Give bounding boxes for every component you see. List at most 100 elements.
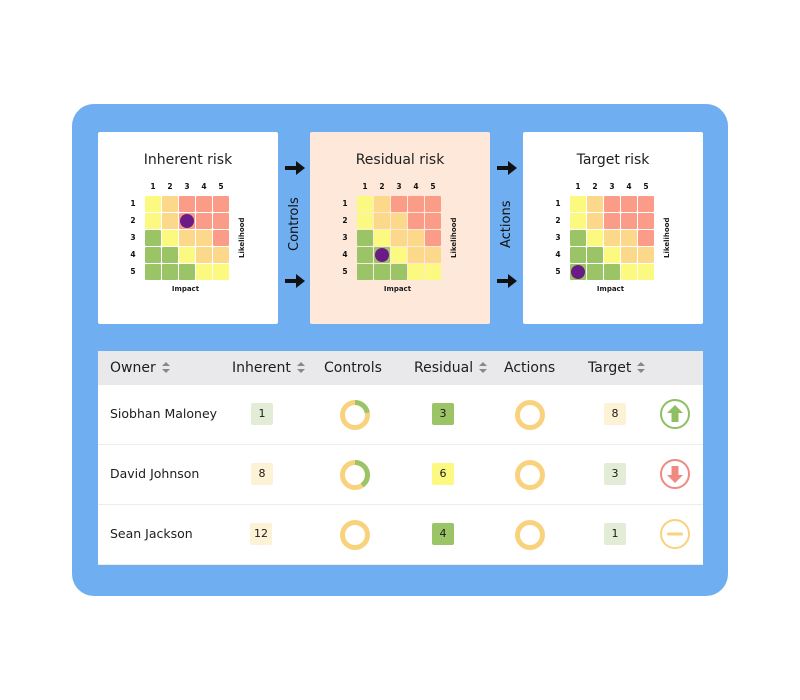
matrix-column-number: 1 (150, 182, 156, 191)
matrix-cell (357, 230, 373, 246)
arrow-right-icon (497, 274, 517, 288)
matrix-cell (587, 247, 603, 263)
matrix-cell (638, 230, 654, 246)
matrix-cell (213, 264, 229, 280)
matrix-cell (391, 264, 407, 280)
matrix-column-number: 4 (626, 182, 632, 191)
matrix-cell (213, 230, 229, 246)
residual-column-header[interactable]: Residual (414, 360, 488, 376)
controls-progress-ring (340, 460, 370, 490)
matrix-cell (213, 196, 229, 212)
impact-axis-label: Impact (171, 285, 200, 293)
matrix-cell (604, 264, 620, 280)
matrix-column-number: 3 (396, 182, 402, 191)
sort-icon[interactable] (161, 362, 170, 374)
matrix-cell (162, 213, 178, 229)
owner-column-header[interactable]: Owner (110, 360, 170, 376)
risk-position-marker[interactable] (180, 214, 194, 228)
target-score-badge: 1 (604, 523, 626, 545)
matrix-cell (604, 196, 620, 212)
matrix-row-number: 1 (130, 199, 136, 208)
arrow-right-icon (497, 161, 517, 175)
matrix-cell (604, 213, 620, 229)
target-score-badge: 3 (604, 463, 626, 485)
matrix-column-number: 2 (379, 182, 385, 191)
card-title: Residual risk (355, 152, 445, 168)
owner-name: Siobhan Maloney (110, 406, 218, 421)
matrix-cell (145, 247, 161, 263)
actions-connector-label: Actions (499, 200, 514, 249)
table-row[interactable]: Siobhan Maloney 1 3 8 (98, 385, 703, 445)
matrix-cell (196, 213, 212, 229)
residual-risk-card: Residual risk 1 2 3 4 5 1 2 3 4 5 Impact Likelihood (310, 132, 490, 324)
matrix-cell (179, 230, 195, 246)
inherent-column-header[interactable]: Inherent (232, 360, 305, 376)
target-column-header[interactable]: Target (588, 360, 646, 376)
risk-position-marker[interactable] (571, 265, 585, 279)
header-label: Inherent (232, 360, 291, 376)
controls-progress-ring (340, 400, 370, 430)
matrix-cell (145, 213, 161, 229)
risk-position-marker[interactable] (375, 248, 389, 262)
matrix-cell (570, 196, 586, 212)
matrix-cell (425, 213, 441, 229)
matrix-cell (570, 213, 586, 229)
likelihood-axis-label: Likelihood (238, 217, 246, 259)
matrix-cell (621, 247, 637, 263)
matrix-cell (196, 247, 212, 263)
inherent-score-badge: 8 (251, 463, 273, 485)
likelihood-axis-label: Likelihood (450, 217, 458, 259)
header-label: Target (588, 360, 632, 376)
sort-icon[interactable] (296, 362, 305, 374)
card-title: Inherent risk (143, 152, 233, 168)
matrix-cell (145, 230, 161, 246)
card-title: Target risk (576, 152, 650, 168)
matrix-column-number: 5 (643, 182, 649, 191)
minus-circle-icon[interactable] (659, 518, 691, 550)
header-label: Actions (504, 360, 556, 376)
matrix-cell (425, 230, 441, 246)
residual-score-badge: 4 (432, 523, 454, 545)
matrix-cell (179, 247, 195, 263)
matrix-cell (162, 247, 178, 263)
matrix-column-number: 3 (184, 182, 190, 191)
matrix-cell (638, 264, 654, 280)
matrix-cell (391, 230, 407, 246)
matrix-cell (408, 196, 424, 212)
matrix-cell (587, 230, 603, 246)
table-row[interactable]: Sean Jackson 12 4 1 (98, 505, 703, 565)
matrix-column-number: 2 (592, 182, 598, 191)
matrix-cell (162, 230, 178, 246)
actions-progress-ring (515, 460, 545, 490)
residual-score-badge: 6 (432, 463, 454, 485)
matrix-cell (587, 196, 603, 212)
sort-icon[interactable] (637, 362, 646, 374)
matrix-row-number: 5 (342, 267, 348, 276)
controls-connector-label: Controls (287, 197, 302, 251)
actions-progress-ring (515, 400, 545, 430)
table-header: Owner Inherent Controls Residual Actions… (98, 351, 703, 385)
arrow-up-circle-icon[interactable] (659, 398, 691, 430)
matrix-cell (587, 213, 603, 229)
matrix-row-number: 3 (555, 233, 561, 242)
matrix-cell (638, 247, 654, 263)
matrix-cell (408, 264, 424, 280)
matrix-column-number: 5 (218, 182, 224, 191)
matrix-cell (425, 264, 441, 280)
matrix-column-number: 2 (167, 182, 173, 191)
impact-axis-label: Impact (383, 285, 412, 293)
table-row[interactable]: David Johnson 8 6 3 (98, 445, 703, 505)
matrix-cell (162, 196, 178, 212)
matrix-column-number: 1 (362, 182, 368, 191)
controls-progress-ring (340, 520, 370, 550)
matrix-cell (570, 247, 586, 263)
matrix-cell (425, 247, 441, 263)
sort-icon[interactable] (479, 362, 488, 374)
residual-score-badge: 3 (432, 403, 454, 425)
matrix-row-number: 5 (130, 267, 136, 276)
arrow-down-circle-icon[interactable] (659, 458, 691, 490)
matrix-cell (604, 247, 620, 263)
matrix-cell (425, 196, 441, 212)
matrix-row-number: 4 (342, 250, 348, 259)
header-label: Owner (110, 360, 156, 376)
